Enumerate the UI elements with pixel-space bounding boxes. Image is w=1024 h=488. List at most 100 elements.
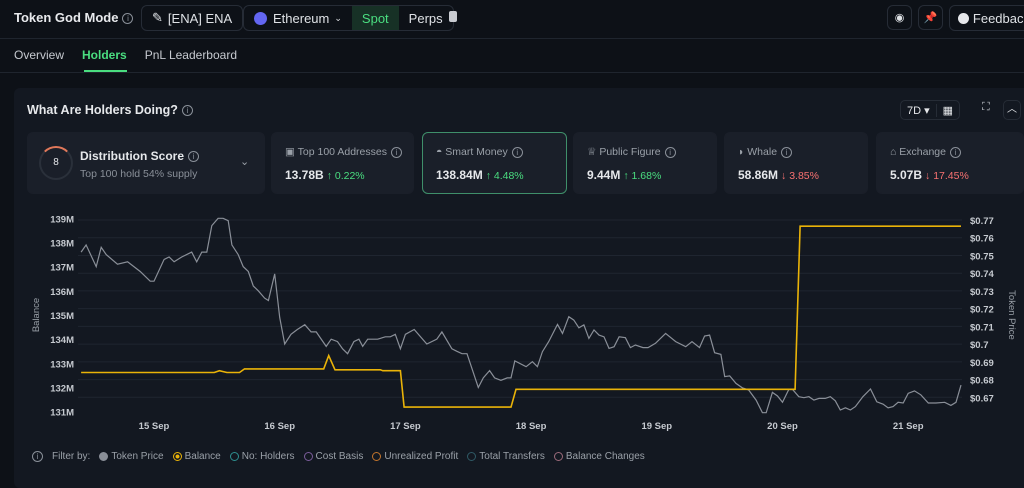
range-label: 7D: [907, 104, 922, 117]
brain-icon: ◓: [436, 146, 446, 158]
y-tick-label: 132M: [50, 384, 74, 395]
feedback-button[interactable]: Feedback: [949, 5, 1024, 31]
expand-icon[interactable]: ⛶: [982, 101, 990, 113]
radio-icon: [372, 452, 382, 461]
filter-bar: i Filter by: Token Price Balance No: Holde…: [32, 451, 645, 462]
filter-item-label: Token Price: [111, 451, 164, 462]
y2-tick-label: $0.77: [970, 216, 994, 227]
feedback-label: Feedback: [972, 10, 1024, 26]
page-title: Token God Mode i: [14, 10, 134, 25]
y2-tick-label: $0.74: [970, 269, 994, 280]
card-value: 5.07B ↓ 17.45%: [890, 168, 969, 182]
info-icon: i: [32, 451, 43, 462]
info-icon[interactable]: i: [122, 13, 134, 25]
person-icon: ♕: [587, 146, 600, 158]
filter-no-holders[interactable]: No: Holders: [229, 451, 295, 462]
tab-holders[interactable]: Holders: [82, 48, 127, 62]
wallet-icon: ▣: [285, 146, 298, 158]
mode-spot[interactable]: Spot: [351, 6, 399, 30]
series-line-1: [81, 225, 961, 408]
holders-chart: $0.77 $0.76 $0.75 $0.74 $0.73 $0.72 $0.71 $0.7 $…: [31, 214, 1017, 432]
token-label: [ENA] ENA: [167, 10, 233, 26]
filter-balance[interactable]: Balance: [172, 451, 221, 462]
whale-icon: ◗: [738, 146, 748, 158]
pin-icon: 📌: [923, 12, 938, 24]
card-whale[interactable]: ◗ Whale i 58.86M ↓ 3.85%: [724, 132, 868, 194]
filter-balance-changes[interactable]: Balance Changes: [553, 451, 645, 462]
pencil-icon: ✎: [152, 10, 163, 25]
info-icon[interactable]: i: [188, 151, 200, 163]
info-icon[interactable]: i: [511, 146, 523, 158]
panel-title-text: What Are Holders Doing?: [27, 103, 178, 117]
eye-icon: ◉: [894, 12, 905, 24]
chat-icon: [958, 12, 969, 24]
card-public-figure[interactable]: ♕ Public Figure i 9.44M ↑ 1.68%: [573, 132, 717, 194]
series-line-0: [80, 217, 962, 414]
filter-item-label: Total Transfers: [479, 451, 545, 462]
distribution-subtitle: Top 100 hold 54% supply: [80, 168, 198, 180]
filter-cost-basis[interactable]: Cost Basis: [303, 451, 363, 462]
card-label: ◓ Smart Money i: [436, 146, 523, 158]
watch-button[interactable]: ◉: [887, 5, 912, 30]
card-top-100-addresses[interactable]: ▣ Top 100 Addresses i 13.78B ↑ 0.22%: [271, 132, 414, 194]
y-axis-label: Balance: [31, 298, 42, 332]
collapse-icon[interactable]: ︿: [1003, 100, 1021, 120]
card-label-text: Top 100 Addresses: [297, 146, 387, 158]
pin-button[interactable]: 📌: [918, 5, 943, 30]
y-tick-label: 135M: [50, 311, 74, 322]
change-text: ↓ 3.85%: [781, 170, 819, 182]
filter-token-price[interactable]: Token Price: [99, 451, 164, 462]
radio-icon: [303, 452, 313, 461]
info-icon[interactable]: i: [664, 146, 676, 158]
chain-label: Ethereum: [273, 10, 330, 26]
y-tick-label: 139M: [50, 214, 74, 225]
value-text: 138.84M: [436, 168, 483, 182]
x-tick-label: 18 Sep: [516, 421, 547, 432]
info-icon[interactable]: i: [781, 146, 793, 158]
filter-unrealized-profit[interactable]: Unrealized Profit: [372, 451, 458, 462]
copy-icon[interactable]: [449, 11, 457, 22]
y2-axis-label: Token Price: [1006, 290, 1017, 340]
card-smart-money[interactable]: ◓ Smart Money i 138.84M ↑ 4.48%: [422, 132, 567, 194]
value-text: 13.78B: [285, 168, 324, 182]
change-text: ↓ 17.45%: [925, 170, 969, 182]
y2-tick-label: $0.76: [970, 234, 994, 245]
change-text: ↑ 0.22%: [326, 170, 365, 182]
card-value: 9.44M ↑ 1.68%: [587, 168, 661, 182]
distribution-score-card[interactable]: 8 Distribution Score i Top 100 hold 54% s…: [27, 132, 265, 194]
filter-total-transfers[interactable]: Total Transfers: [467, 451, 545, 462]
calendar-icon[interactable]: ▦: [935, 103, 959, 117]
y-tick-label: 131M: [50, 408, 74, 419]
chain-selector[interactable]: Ethereum ⌄: [244, 6, 352, 30]
info-icon[interactable]: i: [390, 146, 402, 158]
card-label-text: Smart Money: [445, 146, 508, 158]
range-selector[interactable]: 7D ▾: [907, 104, 930, 117]
tab-pnl-leaderboard[interactable]: PnL Leaderboard: [144, 48, 237, 62]
mode-perps[interactable]: Perps: [408, 10, 443, 26]
info-icon[interactable]: i: [949, 146, 961, 158]
radio-icon: [172, 452, 182, 461]
score-gauge: 8: [39, 146, 73, 180]
info-icon[interactable]: i: [181, 105, 193, 117]
tab-overview[interactable]: Overview: [14, 48, 65, 62]
filter-items: Token Price Balance No: Holders Cost Basis U…: [99, 451, 645, 462]
card-label-text: Whale: [747, 146, 778, 158]
filter-label: Filter by:: [52, 451, 91, 462]
card-exchange[interactable]: ⌂ Exchange i 5.07B ↓ 17.45%: [876, 132, 1024, 194]
token-selector[interactable]: ✎ [ENA] ENA: [141, 5, 244, 31]
card-label-text: Exchange: [899, 146, 946, 158]
card-label: ♕ Public Figure i: [587, 146, 676, 158]
x-tick-label: 19 Sep: [641, 421, 672, 432]
chevron-down-icon[interactable]: ⌄: [240, 156, 250, 168]
value-text: 9.44M: [587, 168, 621, 182]
x-tick-label: 16 Sep: [264, 421, 295, 432]
bank-icon: ⌂: [890, 146, 900, 158]
ethereum-icon: [254, 11, 267, 25]
y2-tick-label: $0.7: [970, 340, 989, 351]
card-value: 13.78B ↑ 0.22%: [285, 168, 365, 182]
y-tick-label: 137M: [50, 263, 74, 274]
tab-bar: Overview Holders PnL Leaderboard: [14, 48, 237, 62]
radio-icon: [99, 452, 109, 461]
y-tick-label: 138M: [50, 238, 74, 249]
y-tick-label: 136M: [50, 287, 74, 298]
